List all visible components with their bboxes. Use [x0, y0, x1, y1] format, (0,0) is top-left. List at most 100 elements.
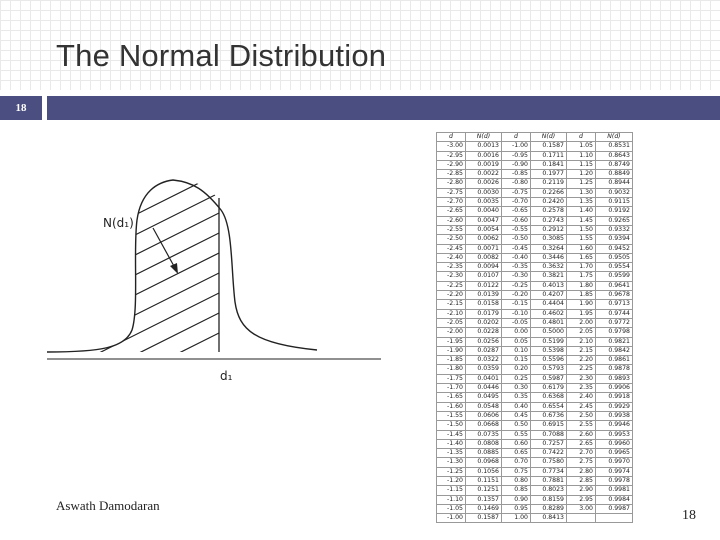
table-cell: 2.30: [566, 373, 596, 385]
table-header: d: [501, 131, 531, 143]
table-cell: 0.9974: [595, 466, 633, 478]
table-cell: 0.3632: [530, 262, 567, 273]
table-cell: -0.10: [501, 308, 531, 319]
table-cell: 0.0013: [465, 141, 502, 152]
table-cell: 0.9192: [595, 206, 633, 217]
table-cell: -2.15: [436, 299, 466, 310]
table-cell: 2.10: [566, 336, 596, 347]
table-cell: 2.25: [566, 364, 596, 375]
table-cell: 0.9641: [595, 280, 633, 292]
table-cell: -0.20: [501, 290, 531, 301]
table-cell: 0.9713: [595, 299, 633, 310]
table-cell: -0.80: [501, 178, 531, 189]
table-row: -1.25 0.1056 0.75 0.7734 2.80 0.9974: [436, 466, 633, 478]
normal-curve-figure: N(d₁) d₁: [46, 179, 381, 383]
table-cell: 1.35: [566, 197, 596, 208]
table-cell: 0.8289: [530, 503, 567, 515]
table-cell: 0.0022: [465, 169, 502, 180]
table-cell: 0.9554: [595, 262, 633, 273]
table-row: -2.10 0.0179 -0.10 0.4602 1.95 0.9744: [436, 308, 633, 319]
table-cell: 2.45: [566, 401, 596, 412]
table-cell: 0.7580: [530, 457, 567, 468]
table-cell: 2.05: [566, 327, 596, 338]
table-cell: 0.4801: [530, 317, 567, 329]
table-cell: 0.35: [501, 392, 531, 403]
table-row: -1.65 0.0495 0.35 0.6368 2.40 0.9918: [436, 392, 633, 403]
table-cell: -2.90: [436, 159, 466, 171]
table-row: -1.95 0.0256 0.05 0.5199 2.10 0.9821: [436, 336, 633, 347]
table-cell: 0.9265: [595, 215, 633, 226]
table-cell: 0.9906: [595, 382, 633, 394]
table-cell: 1.80: [566, 280, 596, 292]
table-row: -1.50 0.0668 0.50 0.6915 2.55 0.9946: [436, 420, 633, 431]
table-cell: 0.9115: [595, 197, 633, 208]
table-cell: [595, 513, 633, 524]
table-cell: 1.70: [566, 262, 596, 273]
table-cell: -1.80: [436, 364, 466, 375]
table-row: -1.00 0.1587 1.00 0.8413: [436, 513, 633, 524]
table-cell: 0.5398: [530, 345, 567, 357]
table-cell: 0.0026: [465, 178, 502, 189]
table-cell: 0.05: [501, 336, 531, 347]
table-cell: -2.75: [436, 187, 466, 199]
table-cell: 0.3446: [530, 252, 567, 264]
table-row: -2.65 0.0040 -0.65 0.2578 1.40 0.9192: [436, 206, 633, 217]
table-cell: 1.90: [566, 299, 596, 310]
table-cell: -1.75: [436, 373, 466, 385]
page-number: 18: [682, 508, 696, 523]
table-cell: 0.25: [501, 373, 531, 385]
table-cell: 2.65: [566, 438, 596, 450]
table-cell: -2.80: [436, 178, 466, 189]
table-cell: 0.9981: [595, 485, 633, 496]
table-cell: -1.30: [436, 457, 466, 468]
table-row: -1.85 0.0322 0.15 0.5596 2.20 0.9861: [436, 355, 633, 366]
table-cell: 0.9960: [595, 438, 633, 450]
table-cell: 0.0107: [465, 271, 502, 282]
table-cell: 0.8023: [530, 485, 567, 496]
table-cell: 0.9984: [595, 494, 633, 505]
table-cell: -1.35: [436, 448, 466, 459]
table-cell: 0.3264: [530, 243, 567, 254]
table-cell: 0.4013: [530, 280, 567, 292]
table-cell: 2.90: [566, 485, 596, 496]
table-cell: -2.00: [436, 327, 466, 338]
table-cell: -1.65: [436, 392, 466, 403]
table-cell: 0.8849: [595, 169, 633, 180]
table-cell: -1.10: [436, 494, 466, 505]
table-row: -2.75 0.0030 -0.75 0.2266 1.30 0.9032: [436, 187, 633, 199]
table-cell: 0.9918: [595, 392, 633, 403]
table-cell: -1.50: [436, 420, 466, 431]
table-cell: 0.2578: [530, 206, 567, 217]
table-row: -1.70 0.0446 0.30 0.6179 2.35 0.9906: [436, 382, 633, 394]
table-cell: -0.85: [501, 169, 531, 180]
table-cell: 0.0359: [465, 364, 502, 375]
table-cell: -0.25: [501, 280, 531, 292]
table-row: -1.30 0.0968 0.70 0.7580 2.75 0.9970: [436, 457, 633, 468]
table-cell: -1.60: [436, 401, 466, 412]
table-cell: 0.9452: [595, 243, 633, 254]
table-cell: 0.0040: [465, 206, 502, 217]
table-cell: 0.9878: [595, 364, 633, 375]
table-cell: 0.9772: [595, 317, 633, 329]
table-cell: -2.35: [436, 262, 466, 273]
table-cell: -1.25: [436, 466, 466, 478]
table-cell: -0.90: [501, 159, 531, 171]
table-cell: 0.9978: [595, 475, 633, 487]
table-cell: 0.0228: [465, 327, 502, 338]
table-row: -2.30 0.0107 -0.30 0.3821 1.75 0.9599: [436, 271, 633, 282]
table-cell: -2.45: [436, 243, 466, 254]
table-cell: -1.70: [436, 382, 466, 394]
table-cell: 0.9987: [595, 503, 633, 515]
table-cell: 0.8531: [595, 141, 633, 152]
table-cell: 0.1056: [465, 466, 502, 478]
table-cell: 0.9744: [595, 308, 633, 319]
table-cell: -1.95: [436, 336, 466, 347]
table-header: N(d): [465, 131, 502, 143]
bell-curve: [46, 179, 318, 353]
table-cell: 0.0035: [465, 197, 502, 208]
table-cell: 0.1977: [530, 169, 567, 180]
table-row: -2.90 0.0019 -0.90 0.1841 1.15 0.8749: [436, 159, 633, 171]
table-cell: 0.2119: [530, 178, 567, 189]
table-cell: 0.1587: [465, 513, 502, 524]
table-cell: -2.10: [436, 308, 466, 319]
